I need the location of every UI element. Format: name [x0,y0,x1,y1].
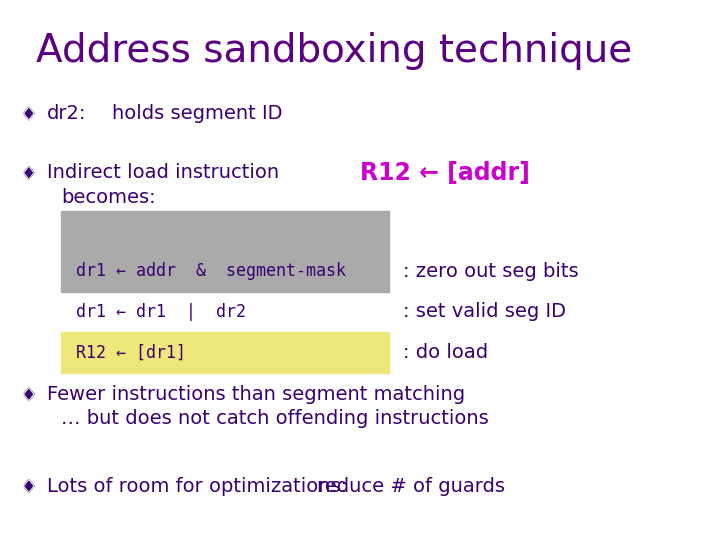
Polygon shape [24,107,34,120]
Text: Address sandboxing technique: Address sandboxing technique [36,32,632,70]
Text: R12 ← [dr1]: R12 ← [dr1] [76,343,186,361]
Text: R12 ← [addr]: R12 ← [addr] [360,161,530,185]
Polygon shape [24,166,34,179]
Text: dr1 ← addr  &  segment-mask: dr1 ← addr & segment-mask [76,262,346,280]
Text: Lots of room for optimizations:: Lots of room for optimizations: [47,476,347,496]
Bar [61,332,389,373]
Text: Fewer instructions than segment matching: Fewer instructions than segment matching [47,384,465,404]
Text: dr1 ← dr1  |  dr2: dr1 ← dr1 | dr2 [76,303,246,321]
Text: becomes:: becomes: [61,187,156,207]
Text: : set valid seg ID: : set valid seg ID [403,302,566,321]
Polygon shape [24,480,34,492]
Text: Indirect load instruction: Indirect load instruction [47,163,279,183]
Text: reduce # of guards: reduce # of guards [317,476,505,496]
Text: dr2:: dr2: [47,104,86,123]
Text: : do load: : do load [403,343,488,362]
Text: holds segment ID: holds segment ID [112,104,282,123]
Bar [61,211,389,292]
Text: : zero out seg bits: : zero out seg bits [403,262,579,281]
Text: … but does not catch offending instructions: … but does not catch offending instructi… [61,409,489,428]
Polygon shape [24,388,34,401]
